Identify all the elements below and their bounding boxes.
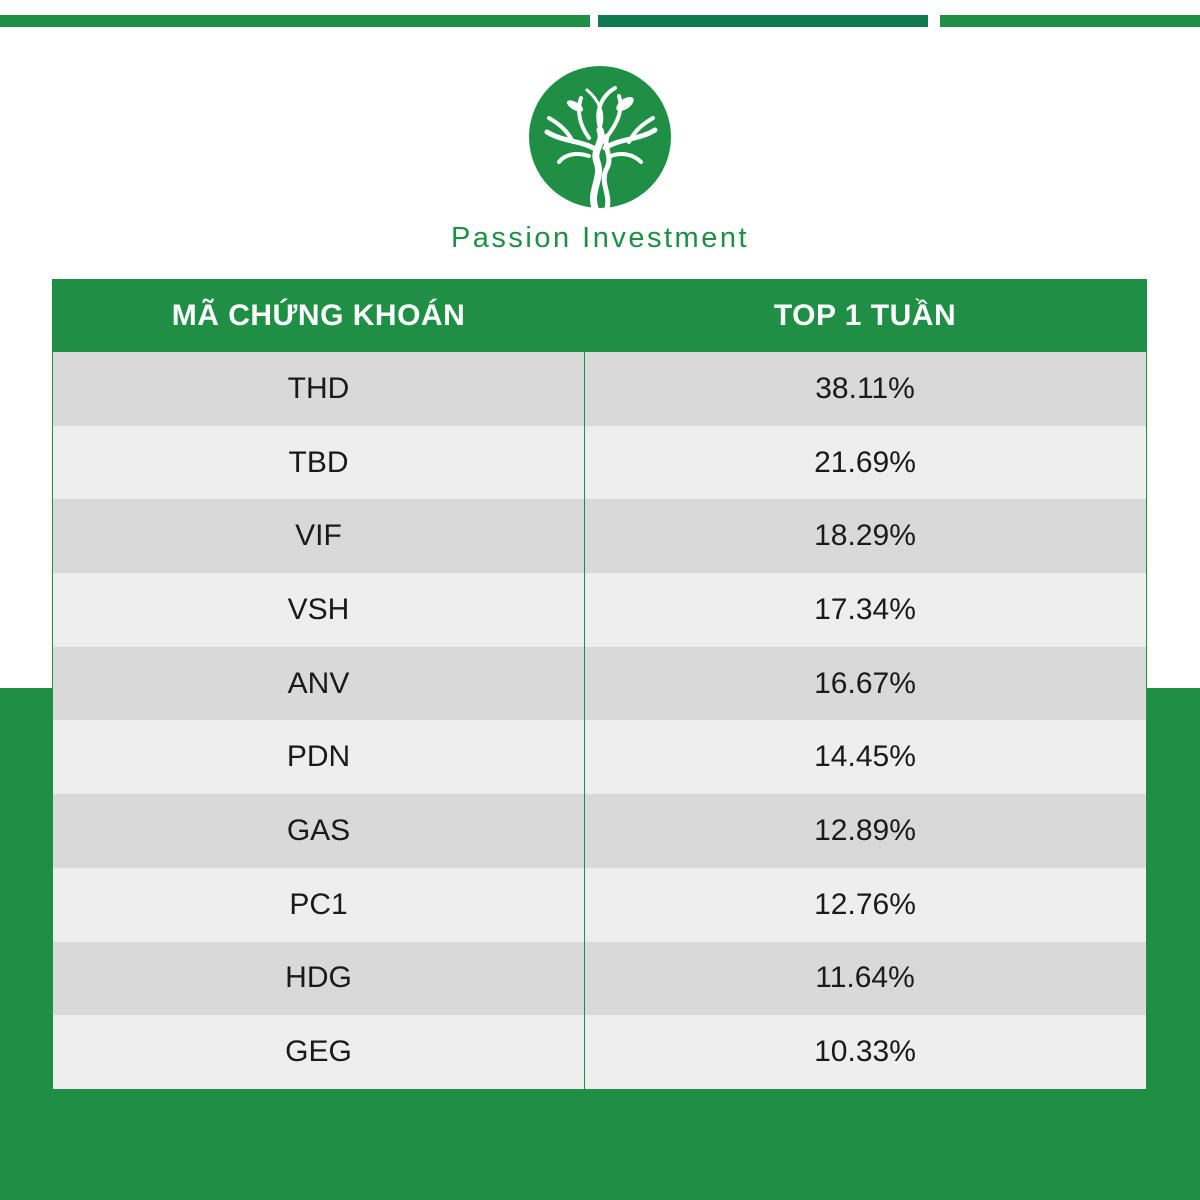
stock-code-cell: PC1 xyxy=(289,887,348,921)
top-stocks-table: MÃ CHỨNG KHOÁN TOP 1 TUẦN THD 38.11% TBD… xyxy=(53,280,1146,1089)
table-row: PDN 14.45% xyxy=(53,720,1146,795)
table-row: PC1 12.76% xyxy=(53,867,1146,942)
table-row: VSH 17.34% xyxy=(53,573,1146,647)
table-row: TBD 21.69% xyxy=(53,425,1146,500)
table-header: MÃ CHỨNG KHOÁN TOP 1 TUẦN xyxy=(53,280,1146,352)
weekly-change-cell: 38.11% xyxy=(815,371,915,405)
stock-code-cell: THD xyxy=(287,371,350,405)
top-accent-bar-left xyxy=(0,15,590,27)
stock-code-cell: VSH xyxy=(287,592,350,626)
table-row: HDG 11.64% xyxy=(53,941,1146,1016)
table-row: THD 38.11% xyxy=(53,352,1146,426)
table-row: GAS 12.89% xyxy=(53,794,1146,868)
weekly-change-cell: 21.69% xyxy=(814,445,916,479)
header-stock-code: MÃ CHỨNG KHOÁN xyxy=(171,299,466,332)
stock-code-cell: TBD xyxy=(288,445,349,479)
weekly-change-cell: 17.34% xyxy=(814,592,916,626)
top-accent-bar-right xyxy=(940,15,1200,27)
stock-code-cell: ANV xyxy=(287,666,350,700)
stock-code-cell: GAS xyxy=(286,813,351,847)
table-row: ANV 16.67% xyxy=(53,646,1146,721)
table-row: GEG 10.33% xyxy=(53,1015,1146,1089)
header-top-1-week: TOP 1 TUẦN xyxy=(773,299,957,332)
table-row: VIF 18.29% xyxy=(53,499,1146,574)
weekly-change-cell: 12.89% xyxy=(814,813,916,847)
tree-in-circle-icon xyxy=(529,66,671,208)
weekly-change-cell: 12.76% xyxy=(814,887,916,921)
column-divider xyxy=(584,352,585,1089)
weekly-change-cell: 16.67% xyxy=(814,666,916,700)
table-body: THD 38.11% TBD 21.69% VIF 18.29% VSH 17.… xyxy=(53,352,1146,1089)
weekly-change-cell: 14.45% xyxy=(814,740,916,774)
weekly-change-cell: 10.33% xyxy=(814,1035,916,1069)
weekly-change-cell: 18.29% xyxy=(814,519,916,553)
top-accent-bar-middle xyxy=(598,15,928,27)
brand-name: Passion Investment xyxy=(450,222,750,254)
stock-code-cell: PDN xyxy=(286,740,351,774)
weekly-change-cell: 11.64% xyxy=(815,961,915,995)
stock-code-cell: HDG xyxy=(285,961,352,995)
stock-code-cell: VIF xyxy=(295,519,342,553)
stock-code-cell: GEG xyxy=(285,1035,352,1069)
